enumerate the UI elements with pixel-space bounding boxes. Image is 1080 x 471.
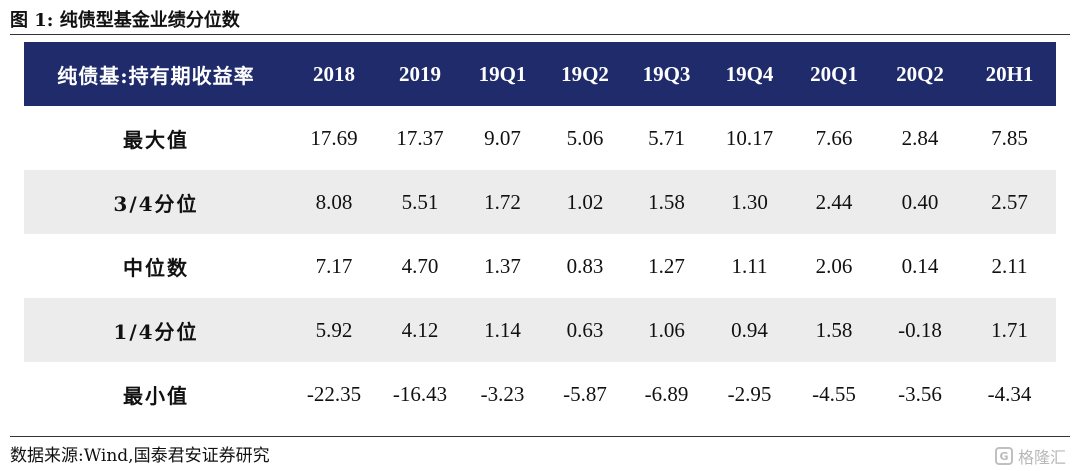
table-cell: 7.17: [315, 253, 353, 278]
table-cell: 2.57: [991, 189, 1028, 214]
table-cell: 1.72: [484, 189, 521, 214]
performance-table: 纯债基:持有期收益率 2018 2019 19Q1 19Q2 19Q3 19Q4…: [24, 42, 1056, 426]
row-label: 最小值: [123, 383, 189, 408]
table-cell: 1.14: [484, 317, 521, 342]
column-header: 20Q1: [810, 61, 858, 86]
table-cell: 1.02: [566, 189, 604, 214]
table-cell: 1.58: [815, 317, 853, 342]
table-cell: -3.23: [480, 381, 525, 406]
row-label: 最大值: [123, 127, 189, 152]
row-label: 中位数: [123, 255, 189, 280]
table-cell: -16.43: [392, 381, 448, 406]
table-cell: 0.63: [566, 317, 604, 342]
table-row: 最小值 -22.35 -16.43 -3.23 -5.87 -6.89 -2.9…: [24, 362, 1056, 426]
column-header: 2018: [313, 61, 355, 86]
column-header: 纯债基:持有期收益率: [57, 63, 255, 88]
watermark: G 格隆汇: [994, 444, 1066, 468]
table-cell: 0.40: [901, 189, 939, 214]
source-note: 数据来源:Wind,国泰君安证券研究: [10, 446, 270, 466]
column-header: 19Q3: [642, 61, 691, 86]
table-cell: 5.06: [566, 125, 604, 150]
table-cell: 2.44: [815, 189, 853, 214]
table-cell: -22.35: [306, 381, 362, 406]
table-cell: 0.94: [731, 317, 768, 342]
figure-title: 图 1: 纯债型基金业绩分位数: [10, 10, 240, 31]
table-row: 中位数 7.17 4.70 1.37 0.83 1.27 1.11 2.06 0…: [24, 234, 1056, 298]
bottom-rule: [10, 436, 1070, 437]
table-cell: 17.69: [310, 125, 358, 150]
table-cell: 7.85: [991, 125, 1028, 150]
table-cell: 4.12: [401, 317, 439, 342]
table-cell: -6.89: [644, 381, 689, 406]
watermark-text: 格隆汇: [1017, 448, 1066, 467]
top-rule: [10, 34, 1070, 35]
table-cell: -0.18: [898, 317, 942, 342]
table-cell: -4.55: [812, 381, 856, 406]
column-header: 20Q2: [896, 61, 944, 86]
table-cell: 17.37: [396, 125, 444, 150]
table-row: 1/4分位 5.92 4.12 1.14 0.63 1.06 0.94 1.58…: [24, 298, 1056, 362]
table-cell: -3.56: [898, 381, 942, 406]
table-cell: 2.11: [991, 253, 1028, 278]
column-header: 19Q2: [561, 61, 609, 86]
table-cell: 5.92: [315, 317, 353, 342]
table-cell: 1.71: [991, 317, 1028, 342]
table-row: 最大值 17.69 17.37 9.07 5.06 5.71 10.17 7.6…: [24, 106, 1056, 170]
table-row: 3/4分位 8.08 5.51 1.72 1.02 1.58 1.30 2.44…: [24, 170, 1056, 234]
table-cell: 0.14: [901, 253, 939, 278]
table-cell: 7.66: [815, 125, 853, 150]
column-header: 20H1: [985, 61, 1034, 86]
table-cell: 1.06: [648, 317, 685, 342]
table-cell: 2.84: [901, 125, 939, 150]
table-cell: 5.71: [648, 125, 685, 150]
column-header: 19Q1: [478, 61, 527, 86]
column-header: 2019: [399, 61, 441, 86]
table-cell: 10.17: [725, 125, 774, 150]
table-cell: 5.51: [401, 189, 439, 214]
table-cell: 2.06: [815, 253, 853, 278]
table-cell: 1.27: [648, 253, 685, 278]
table-header-row: 纯债基:持有期收益率 2018 2019 19Q1 19Q2 19Q3 19Q4…: [24, 42, 1056, 106]
table-cell: 9.07: [484, 125, 521, 150]
table-cell: 8.08: [315, 189, 353, 214]
table-cell: 1.58: [648, 189, 685, 214]
row-label: 1/4分位: [113, 319, 199, 344]
column-header: 19Q4: [725, 61, 774, 86]
row-label: 3/4分位: [113, 191, 199, 216]
table-cell: 0.83: [566, 253, 604, 278]
table-cell: 4.70: [401, 253, 439, 278]
table-cell: 1.11: [731, 253, 768, 278]
gelonghui-logo-icon: G: [994, 447, 1013, 465]
table-cell: 1.37: [484, 253, 521, 278]
table-cell: -5.87: [563, 381, 607, 406]
table-cell: 1.30: [731, 189, 768, 214]
table-cell: -4.34: [987, 381, 1032, 406]
table-cell: -2.95: [727, 381, 772, 406]
